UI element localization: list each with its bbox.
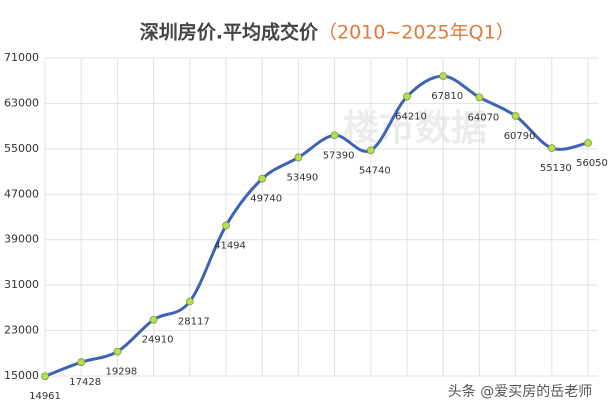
value-label: 19298 <box>105 367 137 378</box>
marker <box>403 92 411 101</box>
marker <box>149 315 158 324</box>
marker <box>294 153 303 162</box>
value-label: 57390 <box>323 150 355 161</box>
marker <box>258 174 267 183</box>
value-label: 28117 <box>178 317 210 328</box>
value-label: 41494 <box>214 241 246 252</box>
y-tick-label: 15000 <box>4 369 39 382</box>
chart-title: 深圳房价.平均成交价 <box>140 21 319 44</box>
y-tick-label: 31000 <box>4 278 39 291</box>
watermark: 楼市数据 <box>343 108 487 149</box>
marker <box>113 347 122 356</box>
y-tick-label: 23000 <box>4 324 39 337</box>
marker <box>439 72 448 81</box>
marker <box>222 221 230 230</box>
value-label: 64070 <box>467 112 499 123</box>
y-tick-label: 71000 <box>4 51 39 64</box>
value-label: 17428 <box>69 377 101 388</box>
y-tick-label: 55000 <box>4 142 39 155</box>
marker <box>185 297 194 306</box>
value-label: 64210 <box>395 112 427 123</box>
marker <box>547 144 556 153</box>
y-tick-label: 63000 <box>4 96 39 109</box>
value-label: 56050 <box>576 158 608 169</box>
value-label: 60790 <box>504 131 536 142</box>
value-label: 54740 <box>359 165 391 176</box>
marker <box>330 131 339 140</box>
marker <box>77 358 86 367</box>
marker <box>511 112 520 120</box>
y-tick-label: 47000 <box>4 187 39 200</box>
marker <box>475 93 484 102</box>
marker <box>366 146 375 155</box>
line <box>44 74 589 378</box>
value-label: 53490 <box>286 172 318 183</box>
y-tick-label: 39000 <box>4 233 39 246</box>
value-label: 24910 <box>142 335 174 346</box>
marker <box>41 372 49 381</box>
attribution: 头条 @爱买房的岳老师 <box>448 383 592 400</box>
value-label: 49740 <box>250 194 282 205</box>
chart-subtitle: （2010~2025年Q1） <box>318 22 515 44</box>
marker <box>584 138 592 147</box>
value-label: 55130 <box>540 163 572 174</box>
value-label: 14961 <box>29 391 61 402</box>
value-label: 67810 <box>431 91 463 102</box>
